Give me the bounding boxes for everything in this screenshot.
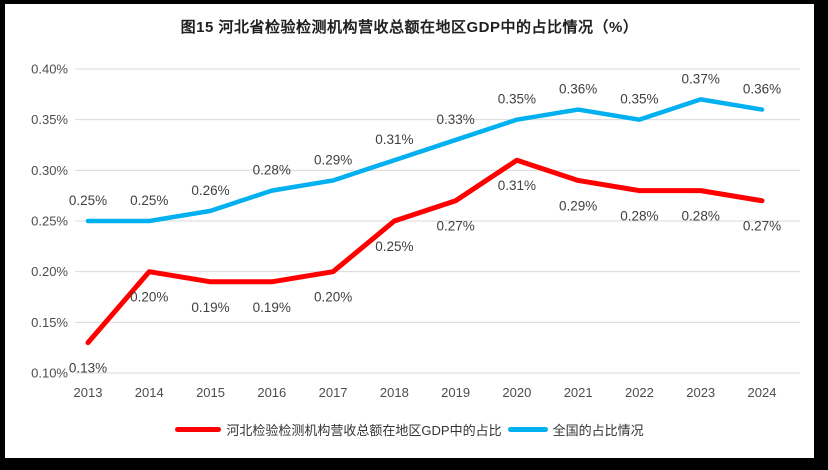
line-chart-plot: 0.10%0.15%0.20%0.25%0.30%0.35%0.40%2013 2… (31, 62, 800, 400)
data-label: 0.36% (559, 82, 597, 97)
data-label: 0.29% (314, 152, 352, 167)
data-label: 0.37% (682, 71, 720, 86)
data-label: 0.36% (743, 82, 781, 97)
data-label: 0.35% (498, 92, 536, 107)
data-label: 0.31% (375, 132, 413, 147)
data-label: 0.31% (498, 178, 536, 193)
data-label: 0.28% (682, 209, 720, 224)
data-label: 0.19% (191, 300, 229, 315)
x-tick-label: 2024 (748, 385, 777, 400)
series-line-0 (85, 157, 765, 346)
y-tick-label: 0.10% (31, 366, 68, 381)
data-label: 0.28% (620, 209, 658, 224)
legend-line-swatch-blue (507, 427, 548, 432)
data-label: 0.25% (375, 239, 413, 254)
data-label: 0.26% (191, 183, 229, 198)
y-tick-label: 0.25% (31, 214, 68, 229)
legend-item-national: 全国的占比情况 (507, 420, 644, 439)
chart-canvas: 图15 河北省检验检测机构营收总额在地区GDP中的占比情况（%） 0.10% 0.… (5, 4, 814, 458)
x-tick-label: 2017 (319, 385, 348, 400)
legend-label-national: 全国的占比情况 (552, 423, 644, 438)
y-tick-label: 0.40% (31, 62, 68, 77)
x-tick-label: 2021 (564, 385, 593, 400)
y-tick-label: 0.35% (31, 112, 68, 127)
x-tick-label: 2013 (74, 385, 103, 400)
data-label: 0.27% (436, 219, 474, 234)
data-label: 0.33% (436, 112, 474, 127)
data-label: 0.13% (69, 361, 107, 376)
y-tick-label: 0.30% (31, 163, 68, 178)
y-tick-label: 0.15% (31, 315, 68, 330)
data-label: 0.20% (314, 290, 352, 305)
data-label: 0.25% (69, 193, 107, 208)
data-label: 0.19% (253, 300, 291, 315)
legend-item-hebei: 河北检验检测机构营收总额在地区GDP中的占比 (175, 420, 502, 439)
data-label: 0.35% (620, 92, 658, 107)
chart-legend: 河北检验检测机构营收总额在地区GDP中的占比 全国的占比情况 (5, 420, 814, 439)
data-label: 0.29% (559, 198, 597, 213)
data-label: 0.25% (130, 193, 168, 208)
x-tick-label: 2022 (625, 385, 654, 400)
x-tick-label: 2023 (686, 385, 715, 400)
x-tick-label: 2016 (257, 385, 286, 400)
series-line-1 (85, 97, 765, 224)
x-tick-label: 2019 (441, 385, 470, 400)
legend-line-swatch-red (175, 427, 222, 432)
data-label: 0.28% (253, 163, 291, 178)
x-tick-label: 2020 (502, 385, 531, 400)
chart-title: 图15 河北省检验检测机构营收总额在地区GDP中的占比情况（%） (180, 19, 639, 36)
legend-label-hebei: 河北检验检测机构营收总额在地区GDP中的占比 (226, 423, 502, 438)
x-tick-label: 2014 (135, 385, 164, 400)
data-label: 0.20% (130, 290, 168, 305)
data-label: 0.27% (743, 219, 781, 234)
x-tick-label: 2018 (380, 385, 409, 400)
y-tick-label: 0.20% (31, 264, 68, 279)
x-tick-label: 2015 (196, 385, 225, 400)
